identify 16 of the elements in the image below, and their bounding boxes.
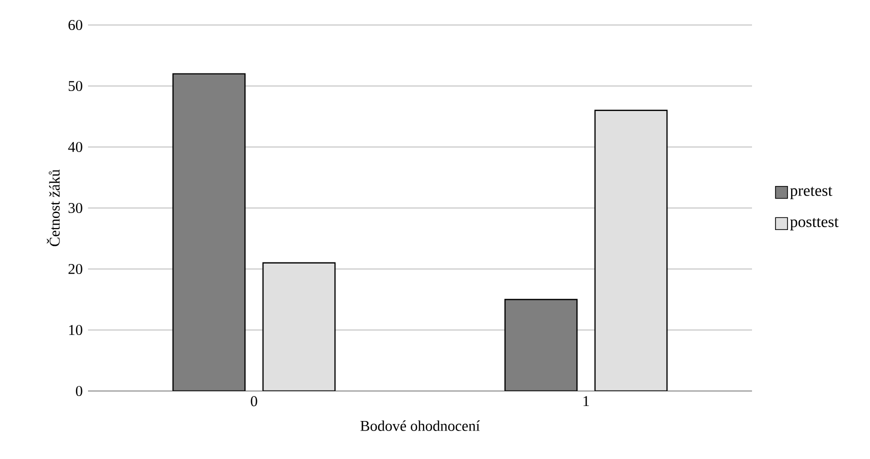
- y-tick-label: 0: [76, 386, 82, 396]
- bar: [262, 262, 336, 391]
- y-tick-label: 10: [69, 324, 82, 336]
- bar: [172, 73, 246, 391]
- legend-label: posttest: [790, 218, 839, 230]
- y-tick-label: 50: [68, 80, 82, 92]
- bar: [594, 110, 668, 391]
- y-tick-label: 40: [68, 142, 82, 152]
- legend-label: pretest: [790, 186, 832, 200]
- y-tick-label: 20: [68, 264, 82, 274]
- y-axis-title: Četnost žáků: [46, 169, 60, 246]
- y-tick-label: 30: [68, 202, 82, 214]
- bar: [504, 298, 578, 391]
- x-axis-title: Bodové ohodnocení: [360, 420, 480, 431]
- y-tick-label: 60: [68, 20, 82, 30]
- x-tick-label: 1: [584, 396, 589, 406]
